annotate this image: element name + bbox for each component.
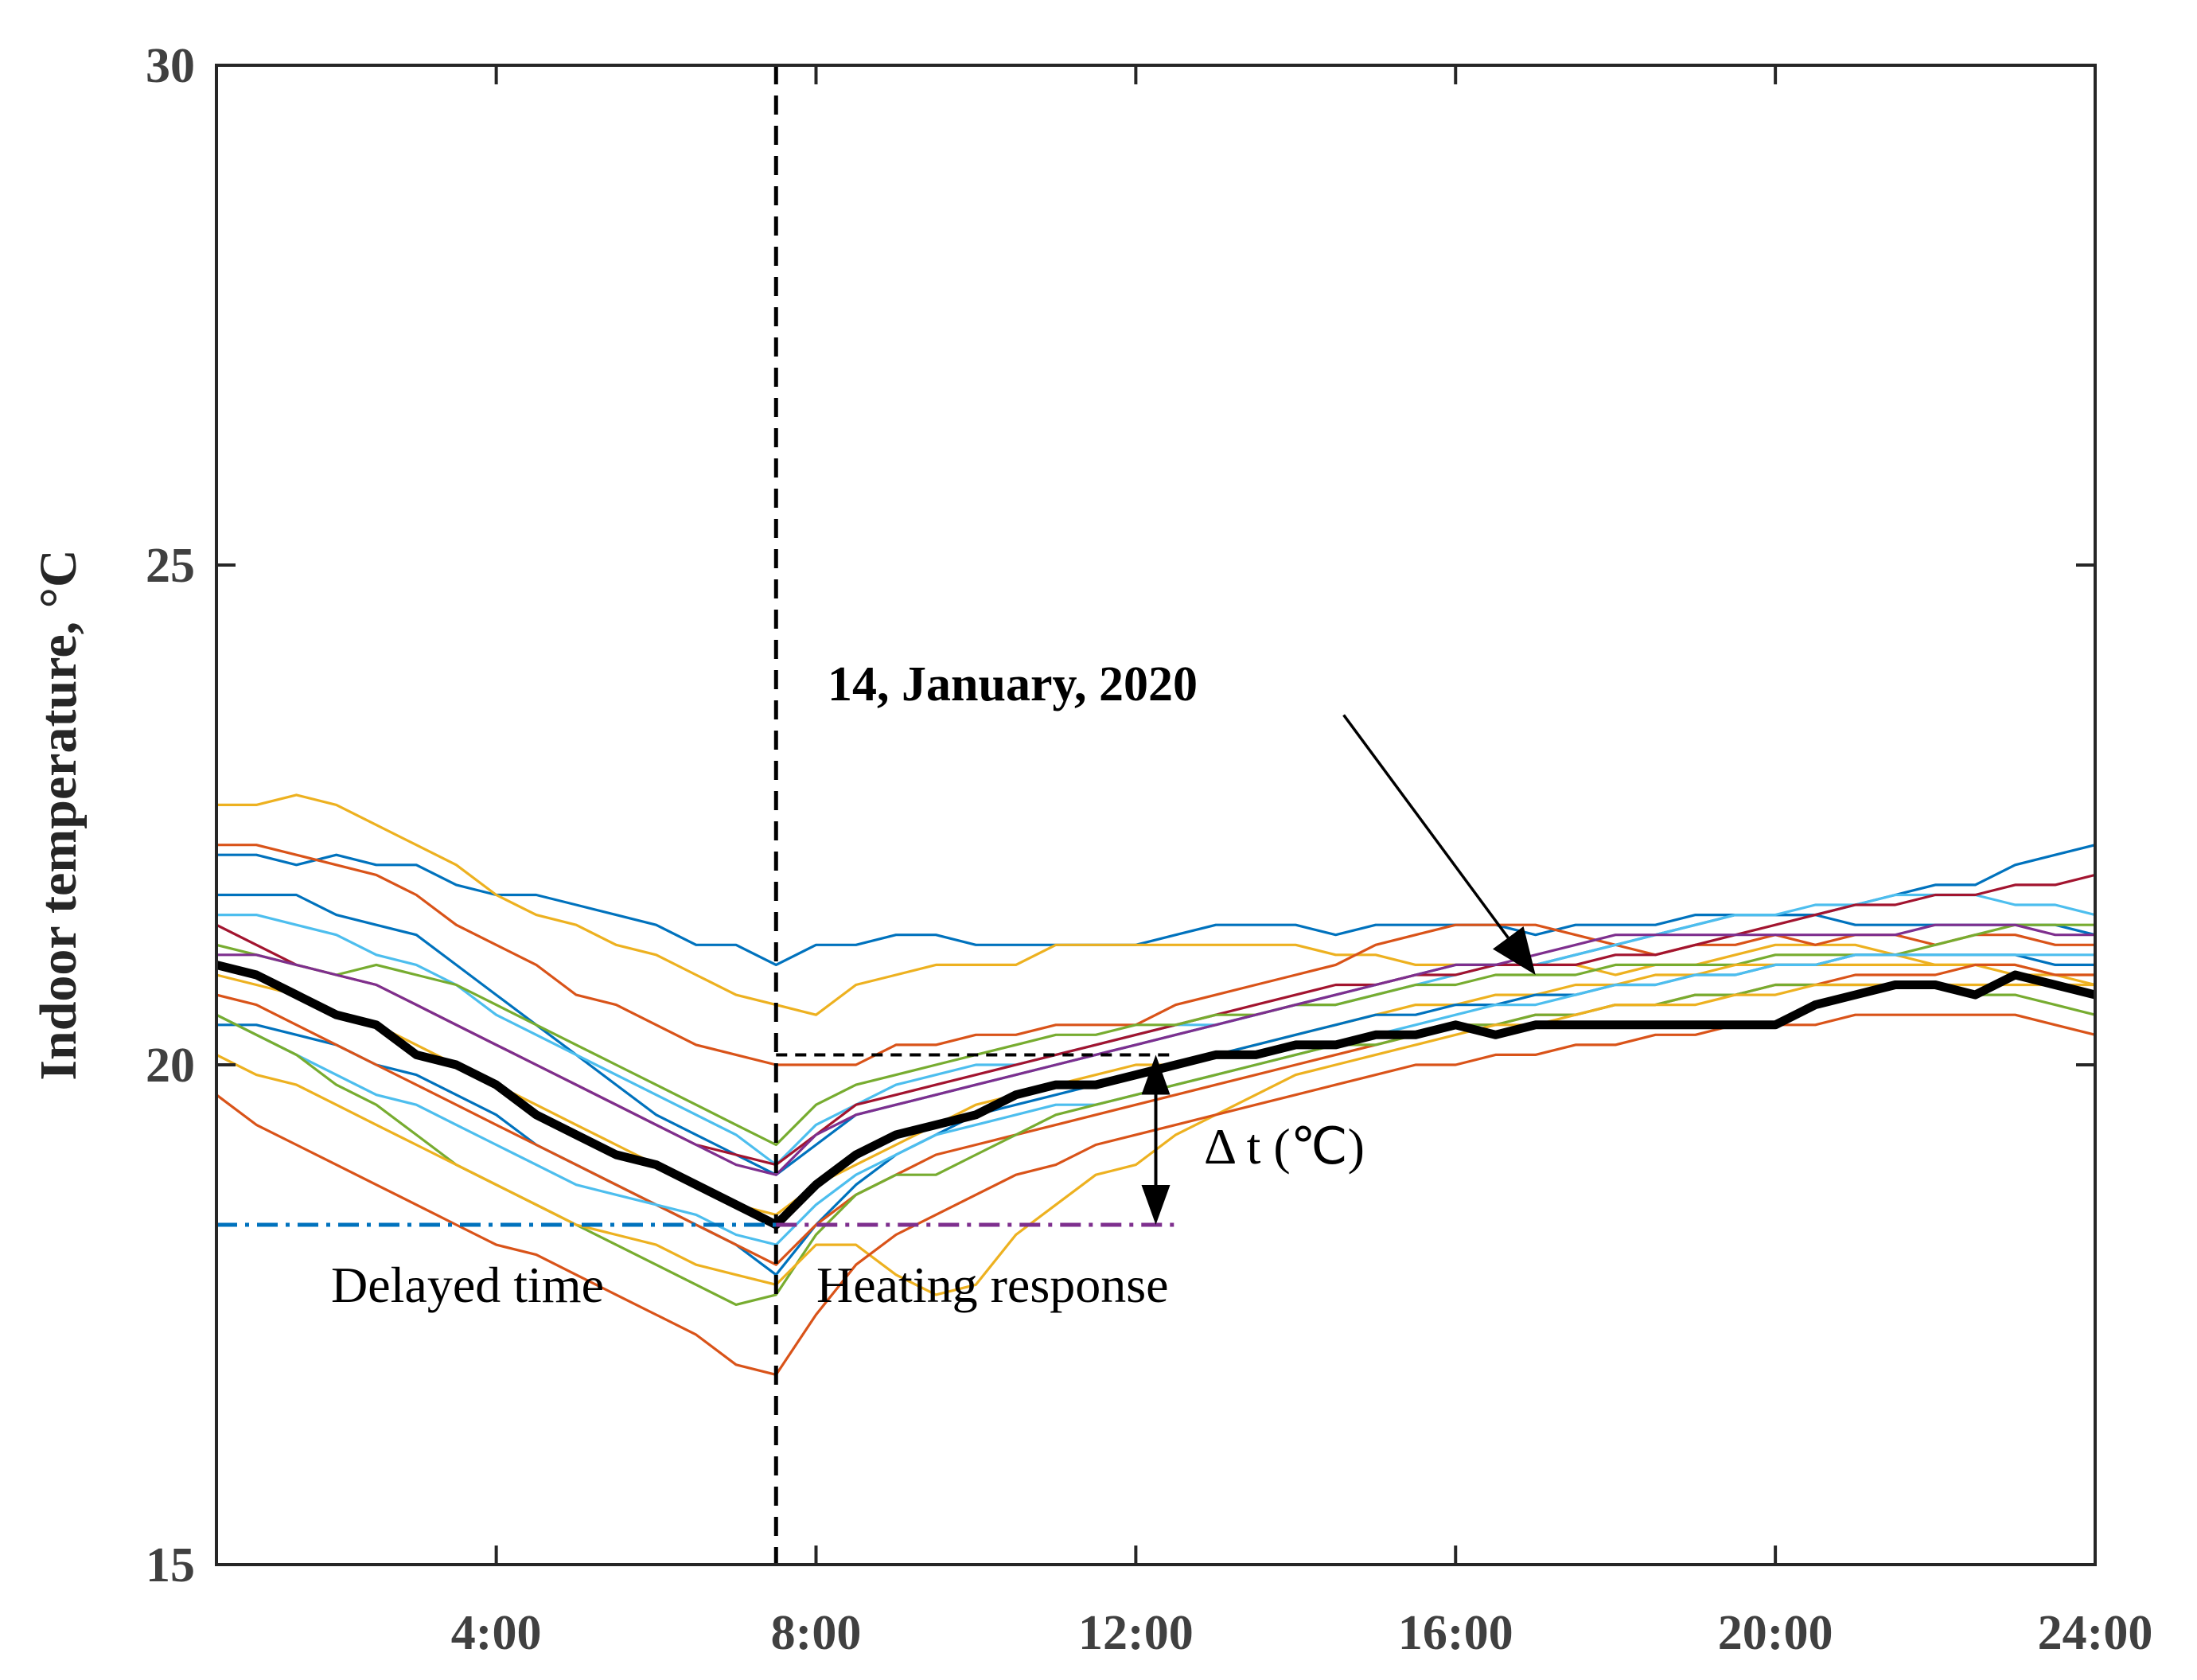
series-line-2 [216,793,2095,1016]
plot-frame [215,64,2097,1566]
date-arrow-head [1492,926,1536,975]
delta-t-arrow-head-down [1141,1184,1171,1225]
x-tick-label: 12:00 [1078,1606,1194,1660]
y-tick-label: 15 [146,1538,195,1592]
delta-t-arrow-head-up [1141,1054,1171,1095]
y-tick-label: 30 [146,39,195,93]
x-tick-label: 24:00 [2038,1606,2153,1660]
x-tick-label: 20:00 [1718,1606,1833,1660]
axis-ticks: 4:00 8:00 12:00 16:00 20:00 24:00 15 20 25 30 [146,39,2152,1660]
date-arrow-shaft [1342,714,1509,939]
x-tick-label: 8:00 [771,1606,862,1660]
heating-response-label: Heating response [816,1257,1169,1313]
y-tick-label: 20 [146,1039,195,1093]
delta-t-label: Δ t (℃) [1204,1118,1365,1175]
y-axis-title: Indoor temperature, °C [29,549,88,1080]
x-tick-label: 16:00 [1398,1606,1513,1660]
x-tick-label: 4:00 [451,1606,542,1660]
series-line-7 [216,923,2095,1147]
series-line-3 [216,844,2095,1066]
reference-lines [216,65,1536,1565]
plot-background [216,65,2095,1565]
y-tick-label: 25 [146,539,195,593]
series-line-8 [216,923,2095,1176]
date-annotation-label: 14, January, 2020 [828,657,1198,711]
delayed-time-label: Delayed time [331,1257,604,1313]
